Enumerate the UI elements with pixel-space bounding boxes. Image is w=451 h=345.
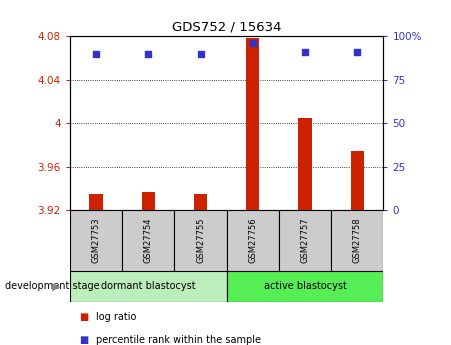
Text: ■: ■ bbox=[79, 335, 88, 345]
FancyBboxPatch shape bbox=[226, 210, 279, 271]
Text: GSM27753: GSM27753 bbox=[92, 218, 101, 264]
FancyBboxPatch shape bbox=[279, 210, 331, 271]
Point bbox=[301, 49, 308, 55]
FancyBboxPatch shape bbox=[331, 210, 383, 271]
Point bbox=[145, 51, 152, 56]
Point bbox=[197, 51, 204, 56]
Point bbox=[249, 40, 256, 46]
Bar bbox=[194, 194, 207, 210]
Bar bbox=[89, 194, 102, 210]
Text: log ratio: log ratio bbox=[96, 312, 137, 322]
Point bbox=[92, 51, 100, 56]
Text: percentile rank within the sample: percentile rank within the sample bbox=[96, 335, 261, 345]
FancyBboxPatch shape bbox=[122, 210, 175, 271]
Point bbox=[354, 49, 361, 55]
FancyBboxPatch shape bbox=[226, 271, 383, 302]
Text: GSM27755: GSM27755 bbox=[196, 218, 205, 263]
Title: GDS752 / 15634: GDS752 / 15634 bbox=[172, 21, 281, 34]
Bar bbox=[351, 150, 364, 210]
Text: ▶: ▶ bbox=[52, 282, 60, 291]
FancyBboxPatch shape bbox=[70, 271, 226, 302]
Text: GSM27756: GSM27756 bbox=[248, 218, 257, 264]
Text: ■: ■ bbox=[79, 312, 88, 322]
Text: development stage: development stage bbox=[5, 282, 99, 291]
Text: GSM27757: GSM27757 bbox=[300, 218, 309, 264]
Bar bbox=[246, 38, 259, 210]
FancyBboxPatch shape bbox=[175, 210, 226, 271]
Text: active blastocyst: active blastocyst bbox=[263, 282, 346, 291]
Text: dormant blastocyst: dormant blastocyst bbox=[101, 282, 196, 291]
Text: GSM27758: GSM27758 bbox=[353, 218, 362, 264]
Text: GSM27754: GSM27754 bbox=[144, 218, 153, 263]
FancyBboxPatch shape bbox=[70, 210, 122, 271]
Bar bbox=[142, 192, 155, 210]
Bar bbox=[299, 118, 312, 210]
